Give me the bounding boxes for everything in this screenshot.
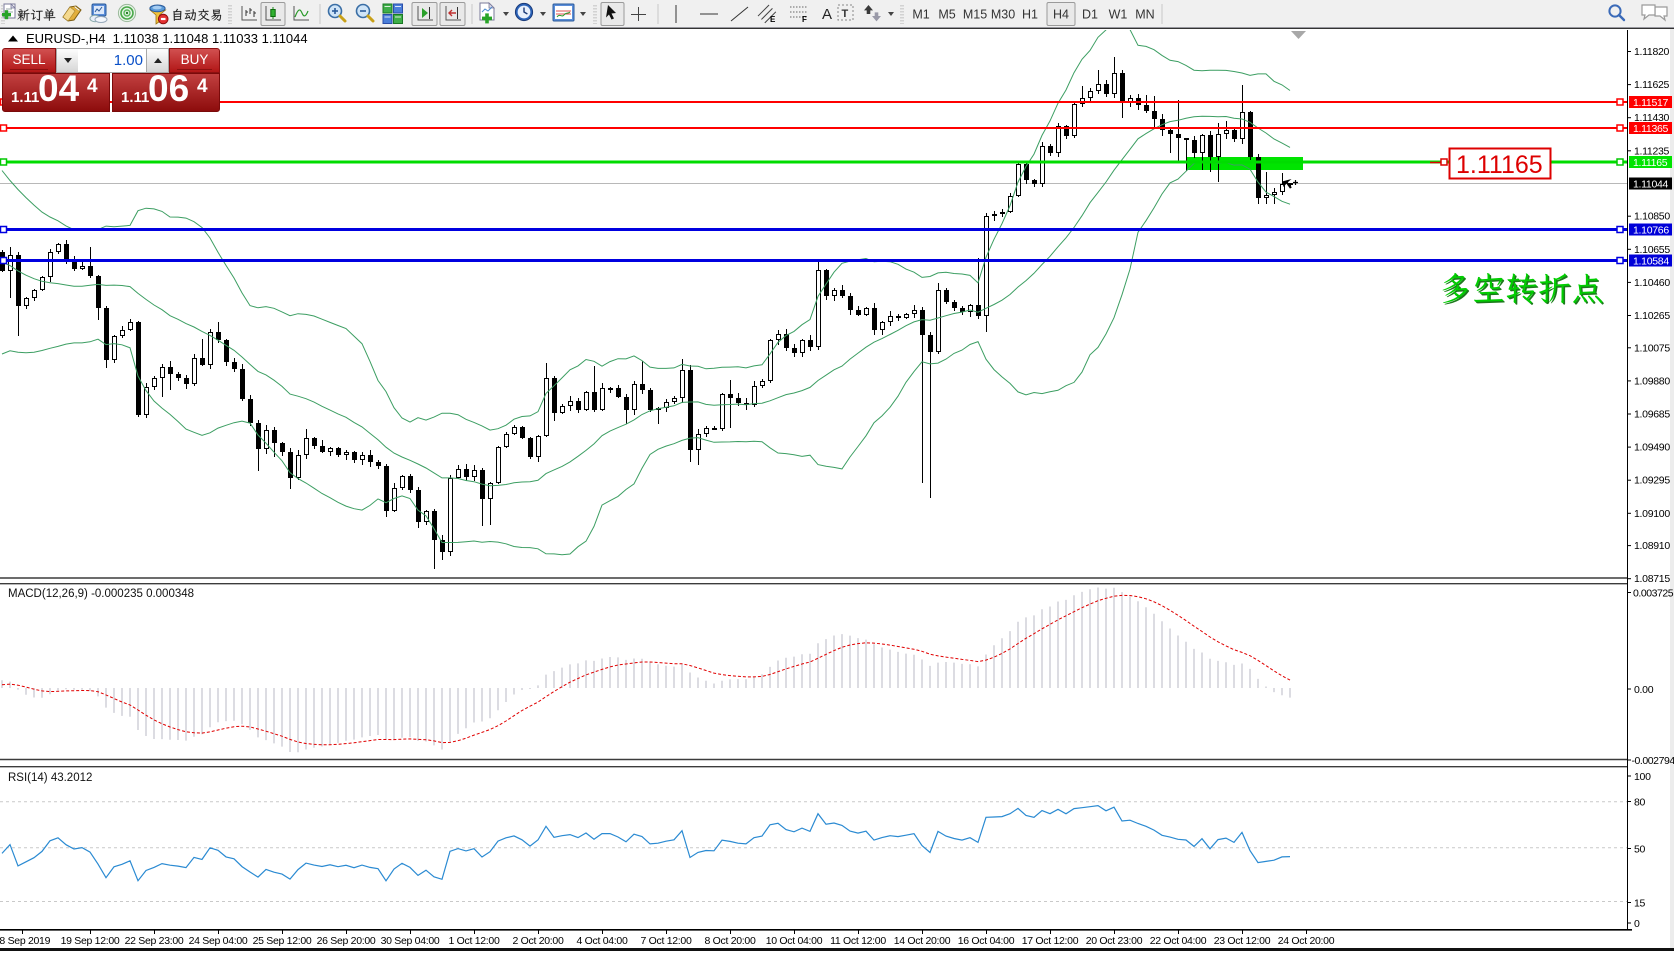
- svg-text:10 Oct 04:00: 10 Oct 04:00: [766, 935, 823, 947]
- svg-text:1.08715: 1.08715: [1634, 573, 1670, 585]
- svg-text:22 Sep 23:00: 22 Sep 23:00: [125, 935, 184, 947]
- svg-text:100: 100: [1634, 771, 1651, 783]
- svg-text:1.11625: 1.11625: [1634, 79, 1670, 91]
- svg-text:1.11365: 1.11365: [1633, 123, 1669, 135]
- svg-text:E: E: [770, 15, 776, 24]
- svg-text:0.003725: 0.003725: [1633, 588, 1674, 600]
- svg-text:0: 0: [1634, 918, 1640, 930]
- svg-text:0.00: 0.00: [1634, 684, 1654, 696]
- svg-text:M1: M1: [912, 8, 929, 22]
- svg-text:1.11235: 1.11235: [1634, 145, 1670, 157]
- svg-text:1.09685: 1.09685: [1634, 409, 1670, 421]
- svg-text:1.10460: 1.10460: [1634, 277, 1670, 289]
- svg-text:MACD(12,26,9) -0.000235 0.0003: MACD(12,26,9) -0.000235 0.000348: [8, 588, 194, 600]
- svg-text:26 Sep 20:00: 26 Sep 20:00: [317, 935, 376, 947]
- svg-text:H4: H4: [1053, 8, 1069, 22]
- svg-text:M30: M30: [991, 8, 1015, 22]
- svg-text:18 Sep 2019: 18 Sep 2019: [0, 935, 51, 947]
- svg-text:24 Sep 04:00: 24 Sep 04:00: [189, 935, 248, 947]
- svg-text:7 Oct 12:00: 7 Oct 12:00: [641, 935, 692, 947]
- svg-text:EURUSD-,H4 1.11038 1.11048 1.: EURUSD-,H4 1.11038 1.11048 1.11033 1.110…: [26, 31, 308, 46]
- svg-text:1.09100: 1.09100: [1634, 508, 1670, 520]
- svg-text:F: F: [802, 15, 807, 24]
- svg-text:1.10655: 1.10655: [1634, 244, 1670, 256]
- svg-text:16 Oct 04:00: 16 Oct 04:00: [958, 935, 1015, 947]
- svg-text:A: A: [822, 6, 832, 23]
- svg-text:23 Oct 12:00: 23 Oct 12:00: [1214, 935, 1271, 947]
- svg-text:1.11820: 1.11820: [1634, 46, 1670, 58]
- svg-text:M15: M15: [963, 8, 987, 22]
- svg-text:11 Oct 12:00: 11 Oct 12:00: [830, 935, 886, 947]
- svg-text:17 Oct 12:00: 17 Oct 12:00: [1022, 935, 1079, 947]
- svg-text:14 Oct 20:00: 14 Oct 20:00: [894, 935, 951, 947]
- svg-text:W1: W1: [1109, 8, 1128, 22]
- svg-text:1.10850: 1.10850: [1634, 211, 1670, 223]
- svg-text:24 Oct 20:00: 24 Oct 20:00: [1278, 935, 1335, 947]
- svg-text:1.11044: 1.11044: [1633, 179, 1669, 191]
- svg-text:4 Oct 04:00: 4 Oct 04:00: [577, 935, 628, 947]
- svg-text:1.09295: 1.09295: [1634, 475, 1670, 487]
- svg-text:30 Sep 04:00: 30 Sep 04:00: [381, 935, 440, 947]
- svg-text:2 Oct 20:00: 2 Oct 20:00: [513, 935, 564, 947]
- svg-text:1.10075: 1.10075: [1634, 342, 1670, 354]
- svg-text:8 Oct 20:00: 8 Oct 20:00: [705, 935, 756, 947]
- svg-text:1.09490: 1.09490: [1634, 442, 1670, 454]
- svg-text:1.10766: 1.10766: [1633, 225, 1669, 237]
- svg-text:1.10265: 1.10265: [1634, 310, 1670, 322]
- svg-text:-0.002794: -0.002794: [1632, 755, 1674, 767]
- svg-text:20 Oct 23:00: 20 Oct 23:00: [1086, 935, 1143, 947]
- svg-text:MN: MN: [1135, 8, 1154, 22]
- svg-text:1.10584: 1.10584: [1633, 256, 1669, 268]
- svg-text:1.11165: 1.11165: [1456, 151, 1543, 179]
- svg-text:22 Oct 04:00: 22 Oct 04:00: [1150, 935, 1207, 947]
- svg-text:M5: M5: [938, 8, 955, 22]
- svg-text:25 Sep 12:00: 25 Sep 12:00: [253, 935, 312, 947]
- svg-text:1 Oct 12:00: 1 Oct 12:00: [449, 935, 500, 947]
- svg-text:T: T: [842, 8, 849, 20]
- svg-text:1.11165: 1.11165: [1633, 157, 1668, 169]
- svg-text:1.11430: 1.11430: [1634, 112, 1670, 124]
- svg-text:H1: H1: [1022, 8, 1038, 22]
- svg-text:D1: D1: [1082, 8, 1098, 22]
- svg-text:80: 80: [1634, 796, 1646, 808]
- svg-text:RSI(14) 43.2012: RSI(14) 43.2012: [8, 772, 92, 784]
- svg-text:1.09880: 1.09880: [1634, 375, 1670, 387]
- svg-text:1.08910: 1.08910: [1634, 540, 1670, 552]
- svg-text:19 Sep 12:00: 19 Sep 12:00: [61, 935, 120, 947]
- svg-text:50: 50: [1634, 843, 1646, 855]
- svg-text:1.11517: 1.11517: [1633, 97, 1669, 109]
- svg-text:15: 15: [1634, 897, 1646, 909]
